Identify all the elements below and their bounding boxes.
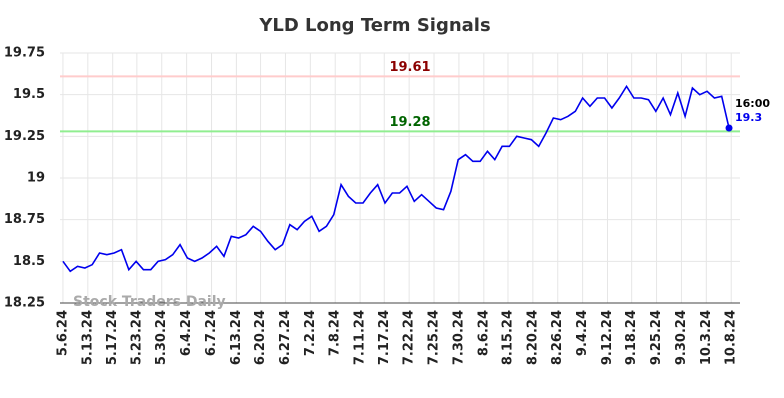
- x-tick-label: 7.22.24: [402, 310, 417, 365]
- x-tick-label: 9.25.24: [649, 310, 664, 365]
- x-tick-label: 6.27.24: [278, 310, 293, 365]
- y-tick-label: 18.5: [13, 254, 45, 269]
- x-tick-label: 5.30.24: [154, 310, 169, 365]
- y-tick-label: 18.75: [4, 212, 45, 227]
- x-tick-label: 5.13.24: [80, 310, 95, 365]
- x-tick-label: 9.4.24: [575, 310, 590, 356]
- x-tick-label: 7.11.24: [353, 310, 368, 365]
- y-tick-label: 19.5: [13, 87, 45, 102]
- x-tick-label: 7.2.24: [303, 310, 318, 356]
- x-tick-label: 8.15.24: [500, 310, 515, 365]
- x-tick-label: 7.17.24: [377, 310, 392, 365]
- x-tick-label: 5.6.24: [55, 310, 70, 356]
- x-tick-label: 9.18.24: [624, 310, 639, 365]
- x-tick-label: 5.17.24: [105, 310, 120, 365]
- x-tick-label: 6.4.24: [179, 310, 194, 356]
- chart-title: YLD Long Term Signals: [258, 15, 490, 36]
- signal-label: 19.61: [389, 60, 430, 75]
- x-tick-label: 6.20.24: [253, 310, 268, 365]
- x-tick-label: 9.30.24: [674, 310, 689, 365]
- signal-label: 19.28: [389, 115, 430, 130]
- x-tick-label: 10.3.24: [699, 310, 714, 365]
- x-tick-label: 5.23.24: [129, 310, 144, 365]
- x-tick-label: 7.30.24: [451, 310, 466, 365]
- x-tick-label: 8.6.24: [476, 310, 491, 356]
- last-value: 19.3: [735, 111, 762, 124]
- x-tick-label: 7.8.24: [328, 310, 343, 356]
- y-tick-label: 19.25: [4, 129, 45, 144]
- y-tick-label: 18.25: [4, 296, 45, 311]
- y-tick-label: 19: [27, 171, 45, 186]
- x-tick-label: 6.7.24: [204, 310, 219, 356]
- x-tick-label: 8.26.24: [550, 310, 565, 365]
- x-tick-label: 8.20.24: [525, 310, 540, 365]
- x-tick-label: 6.13.24: [229, 310, 244, 365]
- y-tick-label: 19.75: [4, 46, 45, 61]
- last-time: 16:00: [735, 97, 770, 110]
- x-tick-label: 9.12.24: [600, 310, 615, 365]
- x-tick-label: 7.25.24: [427, 310, 442, 365]
- last-point: [725, 124, 733, 132]
- x-tick-label: 10.8.24: [724, 310, 739, 365]
- watermark: Stock Traders Daily: [73, 294, 226, 310]
- price-line: [62, 84, 730, 273]
